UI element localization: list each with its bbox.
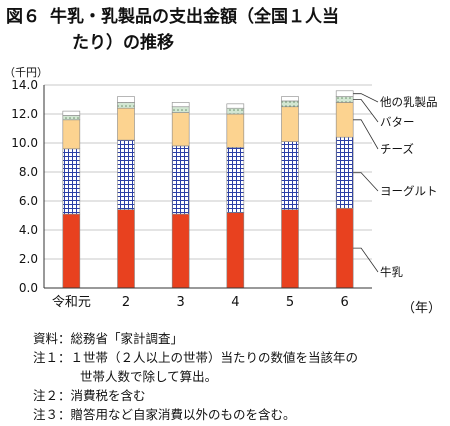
- bar-segment-1: [335, 207, 354, 289]
- bar-segment-4: [226, 107, 245, 115]
- bar-segment-3: [171, 112, 190, 147]
- bar-segment-1: [62, 213, 81, 289]
- y-tick-label: 0.0: [19, 281, 38, 295]
- y-tick-label: 14.0: [11, 78, 38, 92]
- legend-leader-line: [353, 99, 379, 123]
- x-tick-label: 6: [341, 295, 349, 310]
- bar-segment-5: [62, 110, 81, 116]
- series-label-3: チーズ: [380, 142, 414, 156]
- notes: 資料：総務省「家計調査」 注１：１世帯（２人以上の世帯）当たりの数値を当該年の …: [33, 329, 358, 424]
- axes: [43, 85, 372, 289]
- labels: 0.0 2.0 4.0 6.0 8.0 10.0 12.0 14.0 令和元 2 3 4 5 6 牛乳 ヨーグ…: [11, 78, 437, 310]
- note-1: 注１：１世帯（２人以上の世帯）当たりの数値を当該年の: [33, 350, 359, 365]
- bar-segment-5: [281, 96, 299, 102]
- x-tick-label: 5: [286, 295, 294, 310]
- bar-segment-1: [171, 213, 190, 289]
- x-tick-label: 3: [177, 295, 185, 310]
- legend-leader-line: [353, 172, 379, 192]
- note-1-continued: 世帯人数で除して算出。: [80, 369, 218, 384]
- x-axis-unit: （年）: [402, 301, 442, 316]
- series-label-4: バター: [380, 115, 415, 129]
- chart-title: 図６ 牛乳・乳製品の支出金額（全国１人当 たり）の推移: [6, 4, 446, 56]
- series-label-1: 牛乳: [380, 265, 403, 279]
- bar-segment-5: [171, 102, 190, 108]
- bar-segment-1: [281, 209, 299, 289]
- y-tick-label: 12.0: [11, 107, 38, 121]
- bars: [62, 90, 354, 289]
- y-tick-label: 8.0: [19, 165, 38, 179]
- note-2: 注２：消費税を含む: [33, 388, 146, 403]
- y-tick-label: 4.0: [19, 223, 38, 237]
- title-line-2: たり）の推移: [72, 33, 174, 53]
- bar-segment-2: [335, 136, 354, 209]
- bar-segment-2: [62, 148, 81, 215]
- title-line-1: 牛乳・乳製品の支出金額（全国１人当: [50, 7, 339, 27]
- x-tick-label: 令和元: [52, 295, 91, 310]
- y-tick-label: 6.0: [19, 194, 38, 208]
- note-3: 注３：贈答用など自家消費以外のものを含む。: [33, 407, 296, 422]
- bar-segment-4: [62, 115, 81, 121]
- bar-segment-4: [117, 102, 135, 109]
- bar-segment-5: [117, 96, 135, 103]
- bar-segment-2: [226, 147, 245, 213]
- legend-leader-line: [353, 119, 379, 150]
- bar-segment-2: [281, 141, 299, 211]
- bar-segment-3: [335, 102, 354, 138]
- bar-segment-5: [226, 103, 245, 109]
- bar-segment-4: [281, 100, 299, 108]
- gridlines: [44, 84, 372, 289]
- bar-segment-3: [117, 107, 135, 141]
- legend-leader-line: [353, 247, 379, 273]
- series-label-2: ヨーグルト: [380, 184, 438, 198]
- bar-segment-1: [117, 209, 135, 289]
- legend-leader-line: [353, 93, 379, 103]
- bar-segment-5: [335, 90, 354, 97]
- figure-number: 図６: [6, 7, 40, 27]
- x-tick-label: 2: [122, 295, 130, 310]
- note-source: 資料：総務省「家計調査」: [33, 331, 184, 346]
- bar-segment-4: [171, 106, 190, 113]
- series-label-5: 他の乳製品: [380, 95, 438, 109]
- bar-segment-3: [62, 119, 81, 150]
- y-axis-unit: （千円）: [4, 66, 48, 79]
- bar-segment-3: [226, 113, 245, 148]
- y-tick-label: 2.0: [19, 252, 38, 266]
- x-tick-label: 4: [231, 295, 239, 310]
- bar-segment-2: [117, 139, 135, 211]
- bar-segment-2: [171, 145, 190, 215]
- bar-segment-3: [281, 106, 299, 142]
- bar-segment-4: [335, 96, 354, 103]
- y-tick-label: 10.0: [11, 136, 38, 150]
- bar-segment-1: [226, 212, 245, 289]
